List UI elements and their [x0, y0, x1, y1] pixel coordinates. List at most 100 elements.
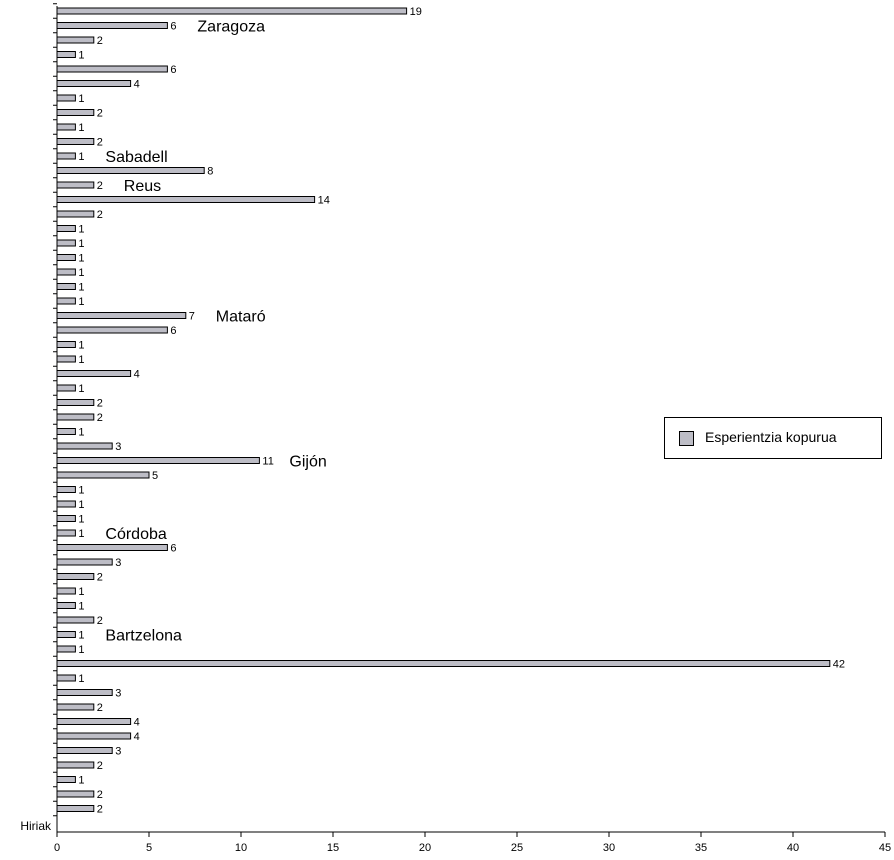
x-tick-label: 40	[787, 842, 799, 854]
bar-value-label: 2	[97, 398, 103, 410]
bar	[56, 805, 95, 812]
city-annotation: Mataró	[216, 309, 266, 326]
bar	[56, 631, 76, 638]
city-annotation: Reus	[124, 178, 161, 195]
x-tick-label: 35	[695, 842, 707, 854]
city-annotation: Bartzelona	[105, 628, 182, 645]
bar-value-label: 1	[78, 267, 84, 279]
bar-value-label: 7	[189, 311, 195, 323]
x-tick-label: 15	[327, 842, 339, 854]
legend: Esperientzia kopurua	[664, 417, 882, 459]
bar-value-label: 2	[97, 137, 103, 149]
bar	[56, 457, 260, 464]
bar	[56, 36, 95, 44]
bar	[56, 80, 132, 87]
bar	[56, 413, 95, 421]
bar-value-label: 2	[97, 804, 103, 816]
bar-value-label: 2	[97, 209, 103, 221]
x-tick-label: 20	[419, 842, 431, 854]
bar	[56, 268, 76, 276]
bar	[56, 297, 76, 305]
bar	[56, 558, 113, 566]
bar-value-label: 2	[97, 180, 103, 192]
bar	[56, 587, 76, 595]
bar-value-label: 1	[78, 644, 84, 656]
bar	[56, 138, 95, 145]
value-labels-group: 1962164121218214211111176114122131151111…	[78, 6, 845, 816]
bar	[56, 94, 76, 102]
bar-value-label: 1	[78, 340, 84, 352]
city-annotation: Zaragoza	[197, 19, 265, 36]
bar	[56, 399, 95, 406]
bar-value-label: 1	[78, 528, 84, 540]
bar	[56, 341, 76, 348]
bar	[56, 761, 95, 769]
bar-value-label: 6	[170, 325, 176, 337]
bar-value-label: 1	[78, 224, 84, 236]
bar	[56, 428, 76, 435]
bar	[56, 225, 76, 232]
bar-value-label: 2	[97, 35, 103, 47]
bar	[56, 500, 76, 508]
bar	[56, 732, 132, 740]
x-tick-label: 10	[235, 842, 247, 854]
bar-value-label: 1	[78, 427, 84, 439]
bar	[56, 7, 408, 15]
x-tick-label: 30	[603, 842, 615, 854]
bar	[56, 152, 76, 160]
bar-value-label: 2	[97, 572, 103, 584]
bar-value-label: 1	[78, 282, 84, 294]
bar-value-label: 1	[78, 775, 84, 787]
bar	[56, 109, 95, 116]
legend-swatch	[679, 431, 694, 446]
bar	[56, 703, 95, 711]
bar-value-label: 19	[410, 6, 422, 18]
bar-value-label: 1	[78, 151, 84, 163]
x-tick-label: 5	[146, 842, 152, 854]
bar-value-label: 1	[78, 485, 84, 497]
bar	[56, 790, 95, 798]
bar	[56, 239, 76, 247]
bar-value-label: 4	[134, 369, 140, 381]
bar-value-label: 1	[78, 354, 84, 366]
bar-value-label: 1	[78, 383, 84, 395]
city-annotation: Córdoba	[105, 526, 166, 543]
bar	[56, 181, 95, 189]
bar-value-label: 14	[318, 195, 330, 207]
bar-value-label: 1	[78, 253, 84, 265]
bar-value-label: 1	[78, 50, 84, 62]
bar-value-label: 3	[115, 441, 121, 453]
bar-value-label: 2	[97, 108, 103, 120]
bar	[56, 196, 316, 203]
bar	[56, 283, 76, 290]
bar-value-label: 6	[170, 21, 176, 33]
bar	[56, 326, 168, 334]
bar	[56, 471, 150, 479]
bar-value-label: 1	[78, 630, 84, 642]
bar	[56, 689, 113, 696]
bar	[56, 544, 168, 551]
bar-value-label: 11	[262, 456, 273, 468]
bar	[56, 573, 95, 580]
bars-group	[56, 7, 831, 812]
city-annotations-group: Zaragoza Sabadell Reus Mataró Gijón Córdoba Ba…	[105, 19, 326, 645]
x-tick-label: 25	[511, 842, 523, 854]
bar	[56, 355, 76, 363]
bar	[56, 486, 76, 493]
bar-value-label: 1	[78, 514, 84, 526]
bar-value-label: 6	[170, 543, 176, 555]
bar	[56, 515, 76, 522]
bar-value-label: 2	[97, 702, 103, 714]
bar-value-label: 3	[115, 688, 121, 700]
bar	[56, 776, 76, 783]
bar-value-label: 8	[207, 166, 213, 178]
bar-value-label: 2	[97, 615, 103, 627]
bar-value-label: 42	[833, 659, 845, 671]
bar-value-label: 6	[170, 64, 176, 76]
city-annotation: Gijón	[289, 454, 326, 471]
bar	[56, 22, 168, 29]
bar	[56, 442, 113, 450]
bar-value-label: 2	[97, 789, 103, 801]
bar-value-label: 1	[78, 93, 84, 105]
